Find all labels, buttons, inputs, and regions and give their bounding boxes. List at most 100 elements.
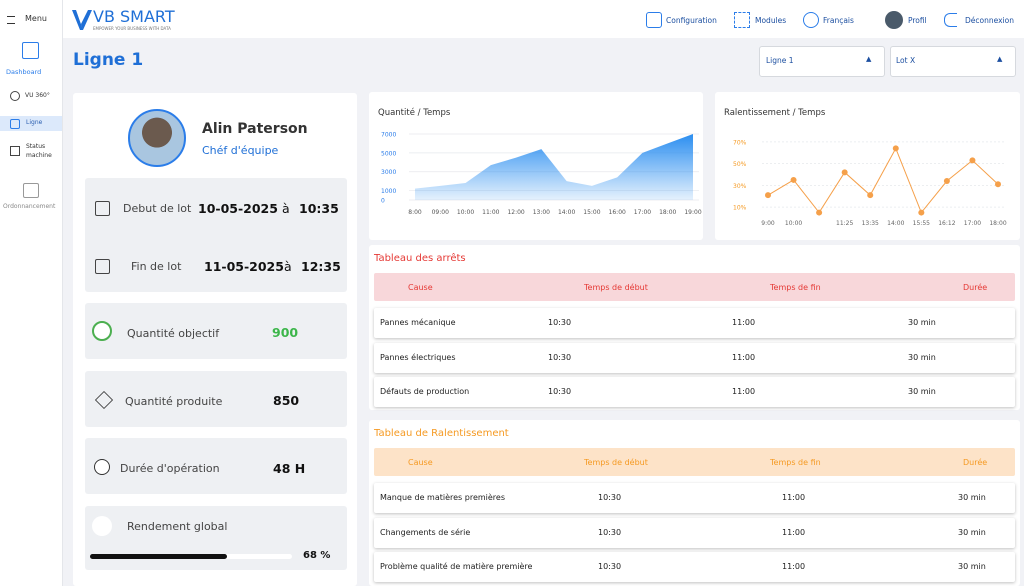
progress-fill xyxy=(90,554,228,559)
column-header: Durée xyxy=(963,458,988,467)
kpi-label: Quantité objectif xyxy=(127,327,220,340)
select-ligne[interactable] xyxy=(759,46,885,77)
modules-icon xyxy=(734,12,750,28)
lot-sep: à xyxy=(282,201,290,216)
kpi-value: 48 H xyxy=(273,461,306,476)
table-cell: 11:00 xyxy=(782,493,806,502)
y-tick-label: 5000 xyxy=(381,150,396,157)
point xyxy=(892,145,899,152)
x-tick-label: 11:25 xyxy=(836,220,853,227)
y-tick-label: 50% xyxy=(733,161,747,168)
column-header: Temps de début xyxy=(584,283,648,292)
chart: Ralentissement / Temps 10% 30% 50% 70% 9:00 10… xyxy=(724,108,1007,227)
rendement-label: Rendement global xyxy=(127,520,228,533)
dashboard-icon xyxy=(22,42,39,59)
lot-box xyxy=(85,178,347,292)
nav-configuration[interactable]: Configuration xyxy=(666,16,717,25)
table-cell: 11:00 xyxy=(732,318,756,327)
table-cell: Pannes électriques xyxy=(380,352,456,362)
nav-modules[interactable]: Modules xyxy=(755,16,787,25)
table-cell: Manque de matières premières xyxy=(380,493,506,502)
table-cell: Pannes mécanique xyxy=(380,318,456,327)
status-icon xyxy=(10,146,20,156)
sidebar xyxy=(0,0,63,586)
logo-mark xyxy=(72,10,92,30)
chart-card xyxy=(715,92,1020,240)
column-header: Cause xyxy=(408,283,433,292)
chart-icon xyxy=(92,516,112,536)
table-cell: 10:30 xyxy=(548,318,572,327)
point xyxy=(816,209,823,216)
kpi-label: Durée d'opération xyxy=(120,462,220,475)
nav-ordonnancement[interactable]: Ordonnancement xyxy=(3,203,56,210)
nav-profil[interactable]: Profil xyxy=(908,16,927,25)
x-tick-label: 15:00 xyxy=(583,209,600,216)
x-tick-label: 14:00 xyxy=(887,220,904,227)
header xyxy=(63,0,1024,38)
calendar-icon xyxy=(95,201,110,216)
point xyxy=(943,178,950,185)
operator-name: Alin Paterson xyxy=(202,121,308,137)
globe-icon xyxy=(803,12,819,28)
x-tick-label: 10:00 xyxy=(785,220,802,227)
table-cell: 30 min xyxy=(908,352,936,362)
x-tick-label: 19:00 xyxy=(684,209,701,216)
chart-title: Quantité / Temps xyxy=(378,107,451,118)
kpi-box xyxy=(85,371,347,427)
y-tick-label: 70% xyxy=(733,139,747,146)
x-tick-label: 18:00 xyxy=(659,209,676,216)
x-tick-label: 17:00 xyxy=(634,209,651,216)
rendement-value: 68 % xyxy=(303,550,331,561)
logout-icon xyxy=(944,13,957,27)
lot-label: Fin de lot xyxy=(131,260,182,273)
x-tick-label: 10:00 xyxy=(457,209,474,216)
table-cell: 10:30 xyxy=(548,387,572,396)
point xyxy=(867,192,874,199)
logo[interactable]: VB SMART xyxy=(93,7,175,26)
table-cell: Défauts de production xyxy=(380,387,470,396)
table-cell: Problème qualité de matière première xyxy=(380,562,533,571)
select-ligne-value[interactable]: Ligne 1 xyxy=(766,56,794,65)
y-tick-label: 7000 xyxy=(381,132,396,139)
x-tick-label: 17:00 xyxy=(964,220,981,227)
lot-date: 11-05-2025 xyxy=(204,259,284,274)
x-tick-label: 16:00 xyxy=(609,209,626,216)
nav-deconnexion[interactable]: Déconnexion xyxy=(965,16,1014,25)
y-tick-label: 0 xyxy=(381,198,385,205)
x-tick-label: 13:00 xyxy=(533,209,550,216)
select-lot-value[interactable]: Lot X xyxy=(896,56,916,65)
nav-langue[interactable]: Français xyxy=(823,16,854,25)
lot-time: 10:35 xyxy=(299,201,339,216)
vu-icon xyxy=(10,91,20,101)
nav-dashboard[interactable]: Dashboard xyxy=(6,68,42,76)
menu-icon[interactable] xyxy=(7,16,15,24)
table-cell: 10:30 xyxy=(598,527,622,537)
kpi-value: 900 xyxy=(272,325,299,340)
table-cell: Changements de série xyxy=(380,527,471,537)
profile-avatar[interactable] xyxy=(885,11,903,29)
table-title: Tableau de Ralentissement xyxy=(374,428,509,439)
table-header xyxy=(374,448,1015,476)
nav-vu360[interactable]: VU 360° xyxy=(25,92,50,99)
table-cell: 10:30 xyxy=(598,562,622,571)
point xyxy=(765,192,771,199)
column-header: Temps de fin xyxy=(770,458,821,467)
select-arrow[interactable]: ▲ xyxy=(866,55,872,63)
table-cell: 30 min xyxy=(908,387,936,396)
page-title: Ligne 1 xyxy=(73,50,144,70)
select-arrow[interactable]: ▲ xyxy=(997,55,1003,63)
operator-role: Chéf d'équipe xyxy=(202,144,279,157)
nav-ligne[interactable]: Ligne xyxy=(26,119,43,126)
table-row xyxy=(374,342,1015,373)
table-row xyxy=(374,552,1015,582)
line xyxy=(767,147,999,214)
table-cell: 11:00 xyxy=(732,387,756,396)
menu-label[interactable]: Menu xyxy=(25,14,47,23)
select-lot[interactable] xyxy=(890,46,1016,77)
lot-sep: à xyxy=(284,259,292,274)
nav-status[interactable]: Status machine xyxy=(26,143,52,159)
table-cell: 30 min xyxy=(958,562,986,571)
kpi-box xyxy=(85,303,347,359)
table-cell: 30 min xyxy=(958,493,986,502)
